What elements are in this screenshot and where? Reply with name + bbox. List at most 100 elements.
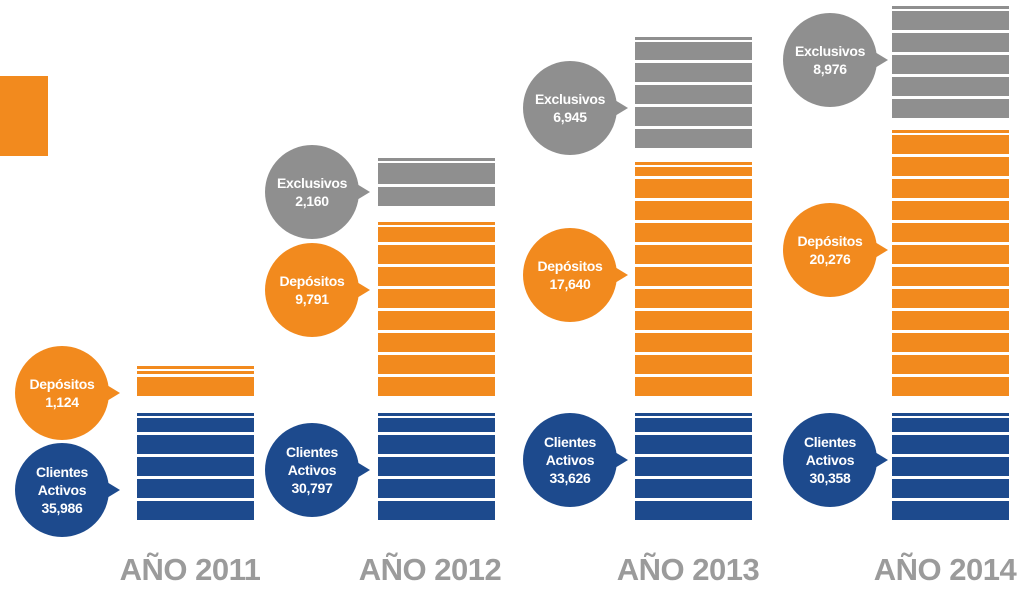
stripe [635,454,752,457]
stripe [892,308,1009,311]
bubble: Exclusivos 6,945 [523,61,617,155]
stripe [378,476,495,479]
stripe [892,52,1009,55]
stripe [892,352,1009,355]
bubble: Exclusivos 2,160 [265,145,359,239]
bubble-label: Depósitos [797,233,863,249]
stripe [635,176,752,179]
stripe [892,220,1009,223]
bubble-label: Depósitos [537,258,603,274]
bubble-label: Depósitos [279,273,345,289]
stripe [378,432,495,435]
stripe [378,161,495,163]
stripe [378,352,495,355]
bubble-label: Exclusivos [795,43,866,59]
stripe [892,74,1009,77]
bubble-label: Clientes Activos [543,434,597,468]
stripe [378,264,495,267]
stripe [892,198,1009,201]
bubble-value: 30,797 [291,480,333,496]
stripe [635,416,752,418]
bubble-label: Clientes Activos [35,464,89,498]
bubble-value: 1,124 [45,394,79,410]
stripe [892,286,1009,289]
stripe [635,476,752,479]
stripe [137,416,254,418]
bar-segment [635,37,752,148]
accent-square [0,76,48,156]
stripe [137,498,254,501]
stripe [892,476,1009,479]
stripe [137,369,254,371]
stripe [892,498,1009,501]
stripe [892,133,1009,135]
stripe [635,242,752,245]
bubble: Depósitos 9,791 [265,243,359,337]
stripe [378,374,495,377]
stripe [635,40,752,42]
stripe [892,176,1009,179]
stripe [892,454,1009,457]
stripe [635,498,752,501]
year-label: AÑO 2011 [119,552,261,587]
stripe [635,60,752,63]
bar-segment [635,162,752,396]
bubble: Exclusivos 8,976 [783,13,877,107]
bar-segment [635,413,752,520]
stripe [635,286,752,289]
bar-segment [892,6,1009,118]
stripe [635,104,752,107]
bubble: Depósitos 17,640 [523,228,617,322]
stripe [137,454,254,457]
stripe [378,454,495,457]
stripe [378,416,495,418]
bubble: Clientes Activos 30,797 [265,423,359,517]
stripe [635,198,752,201]
stripe [892,242,1009,245]
bubble-label: Depósitos [29,376,95,392]
stripe [635,308,752,311]
stripe [378,242,495,245]
bubble-value: 6,945 [553,109,587,125]
bubble-value: 2,160 [295,193,329,209]
stripe [378,184,495,187]
bubble-value: 30,358 [809,470,851,486]
stripe [378,498,495,501]
stripe [137,374,254,377]
stripe [635,165,752,167]
bubble: Clientes Activos 35,986 [15,443,109,537]
bubble: Clientes Activos 30,358 [783,413,877,507]
stripe [635,432,752,435]
stripe [137,476,254,479]
bubble-value: 9,791 [295,291,329,307]
stripe [137,432,254,435]
stripe [892,330,1009,333]
stripe [635,330,752,333]
stripe [635,126,752,129]
bar-segment [892,130,1009,396]
stripe [635,220,752,223]
bar-segment [137,413,254,520]
stripe [378,308,495,311]
stripe [892,432,1009,435]
stripe [892,96,1009,99]
stripe [635,82,752,85]
bubble-value: 17,640 [549,276,591,292]
bar-segment [378,158,495,206]
stripe [635,352,752,355]
stripe [635,374,752,377]
bar-segment [892,413,1009,520]
bar-segment [378,413,495,520]
stripe [635,264,752,267]
bubble-value: 8,976 [813,61,847,77]
stripe [892,374,1009,377]
bubble: Clientes Activos 33,626 [523,413,617,507]
bubble-value: 20,276 [809,251,851,267]
stripe [892,154,1009,157]
stripe [892,264,1009,267]
stripe [378,330,495,333]
stripe [892,30,1009,33]
bubble-label: Exclusivos [535,91,606,107]
